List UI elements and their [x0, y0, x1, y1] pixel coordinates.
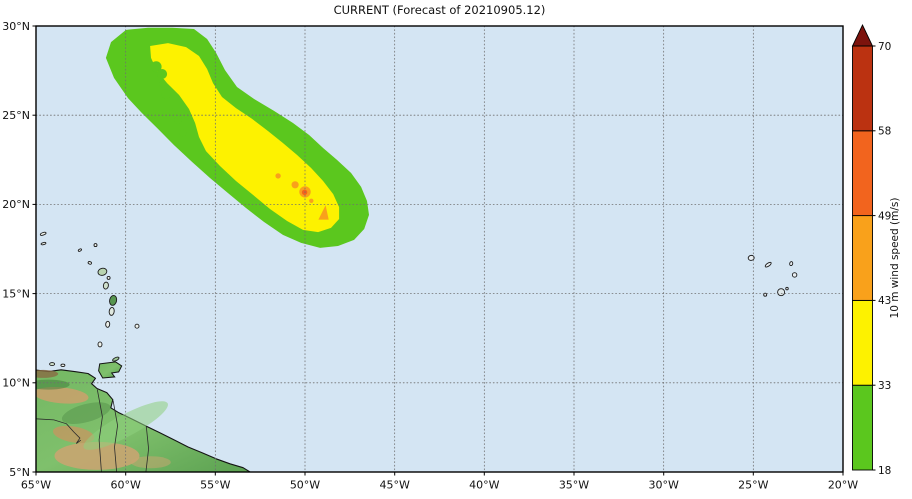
island-barbados — [134, 323, 140, 329]
swath-green-notch — [161, 89, 171, 99]
colorbar-tick-label: 43 — [878, 295, 891, 307]
terrain-patch — [36, 369, 59, 378]
colorbar-segment — [852, 215, 873, 301]
island-trinidad — [98, 361, 123, 379]
island-coche — [60, 363, 66, 367]
swath-green-notch — [158, 80, 166, 88]
swath-green-notch — [174, 116, 182, 124]
country-border-line — [112, 400, 119, 472]
gridlines — [35, 25, 844, 473]
colorbar-segment — [852, 384, 873, 471]
terrain-patch — [54, 441, 140, 470]
country-border-line — [96, 389, 103, 472]
island-margarita — [49, 362, 56, 367]
swath-peak-spot — [309, 198, 314, 203]
map-frame — [35, 25, 844, 473]
island-st-vincent — [105, 320, 111, 328]
x-tick-label: 20°W — [828, 479, 858, 492]
swath-green-notch — [157, 69, 168, 79]
colorbar-over-arrow — [851, 23, 874, 47]
colorbar: 18 33 43 49 58 70 10 m wind speed (m/s) — [851, 23, 901, 477]
island-cv-maio — [785, 286, 789, 291]
x-tick-label: 50°W — [290, 479, 320, 492]
swath-peak-spot — [275, 173, 281, 179]
wind-swath — [105, 27, 370, 248]
island-cv-sao-nicolau — [764, 261, 772, 268]
island-cv-sal — [789, 261, 794, 267]
island-guadeloupe — [97, 267, 108, 276]
island-barbuda — [39, 231, 47, 236]
swath-peak-spot — [291, 181, 299, 189]
terrain-patch — [52, 425, 95, 444]
island-cv-santiago — [777, 288, 786, 297]
x-tick-label: 25°W — [738, 479, 768, 492]
x-tick-label: 60°W — [111, 479, 141, 492]
colorbar-segment — [852, 45, 873, 132]
island-antigua — [93, 243, 98, 248]
colorbar-tick-label: 18 — [878, 465, 891, 477]
colorbar-axis-label: 10 m wind speed (m/s) — [889, 198, 901, 319]
x-tick-label: 30°W — [649, 479, 679, 492]
swath-green-notch — [179, 129, 187, 137]
figure-title: CURRENT (Forecast of 20210905.12) — [333, 3, 546, 17]
colorbar-tick-label: 33 — [878, 380, 891, 392]
island-cv-boa-vista — [791, 272, 798, 278]
island-montserrat — [87, 261, 92, 265]
x-tick-label: 55°W — [200, 479, 230, 492]
terrain-patch — [36, 379, 70, 390]
x-tick-label: 35°W — [559, 479, 589, 492]
y-axis: 30°N 25°N 20°N 15°N 10°N 5°N — [2, 20, 36, 479]
swath-peak-spot — [318, 205, 329, 220]
swath-peak-spot — [301, 189, 308, 195]
y-tick-label: 10°N — [2, 377, 30, 390]
colorbar-segment — [852, 299, 873, 386]
terrain-patch — [130, 456, 171, 469]
colorbar-tick-label: 70 — [878, 41, 891, 53]
island-st-kitts — [77, 248, 82, 252]
country-border-line — [36, 418, 82, 444]
y-tick-label: 20°N — [2, 198, 30, 211]
terrain-patch — [36, 386, 89, 404]
island-cv-santo-antao — [747, 254, 755, 261]
y-tick-label: 30°N — [2, 20, 30, 33]
y-tick-label: 15°N — [2, 287, 30, 300]
x-axis: 65°W 60°W 55°W 50°W 45°W 40°W 35°W 30°W 25°W 20°W — [21, 472, 858, 492]
swath-green-notch — [150, 61, 162, 73]
colorbar-tick-label: 49 — [878, 210, 891, 222]
island-martinique — [109, 295, 118, 306]
y-tick-label: 25°N — [2, 109, 30, 122]
island-anguilla — [40, 241, 47, 246]
colorbar-tick-label: 58 — [878, 126, 891, 138]
y-tick-label: 5°N — [9, 466, 30, 479]
island-tobago — [112, 356, 120, 362]
island-dominica — [102, 281, 109, 290]
country-border-line — [145, 426, 150, 472]
island-marie-galante — [106, 275, 111, 280]
x-tick-label: 40°W — [469, 479, 499, 492]
island-grenada — [97, 341, 103, 348]
island-st-lucia — [108, 306, 115, 316]
colorbar-segment — [852, 130, 873, 217]
x-tick-label: 45°W — [380, 479, 410, 492]
x-tick-label: 65°W — [21, 479, 51, 492]
terrain-patch — [61, 402, 111, 424]
island-cv-brava — [763, 292, 768, 297]
swath-green-notch — [168, 108, 176, 116]
